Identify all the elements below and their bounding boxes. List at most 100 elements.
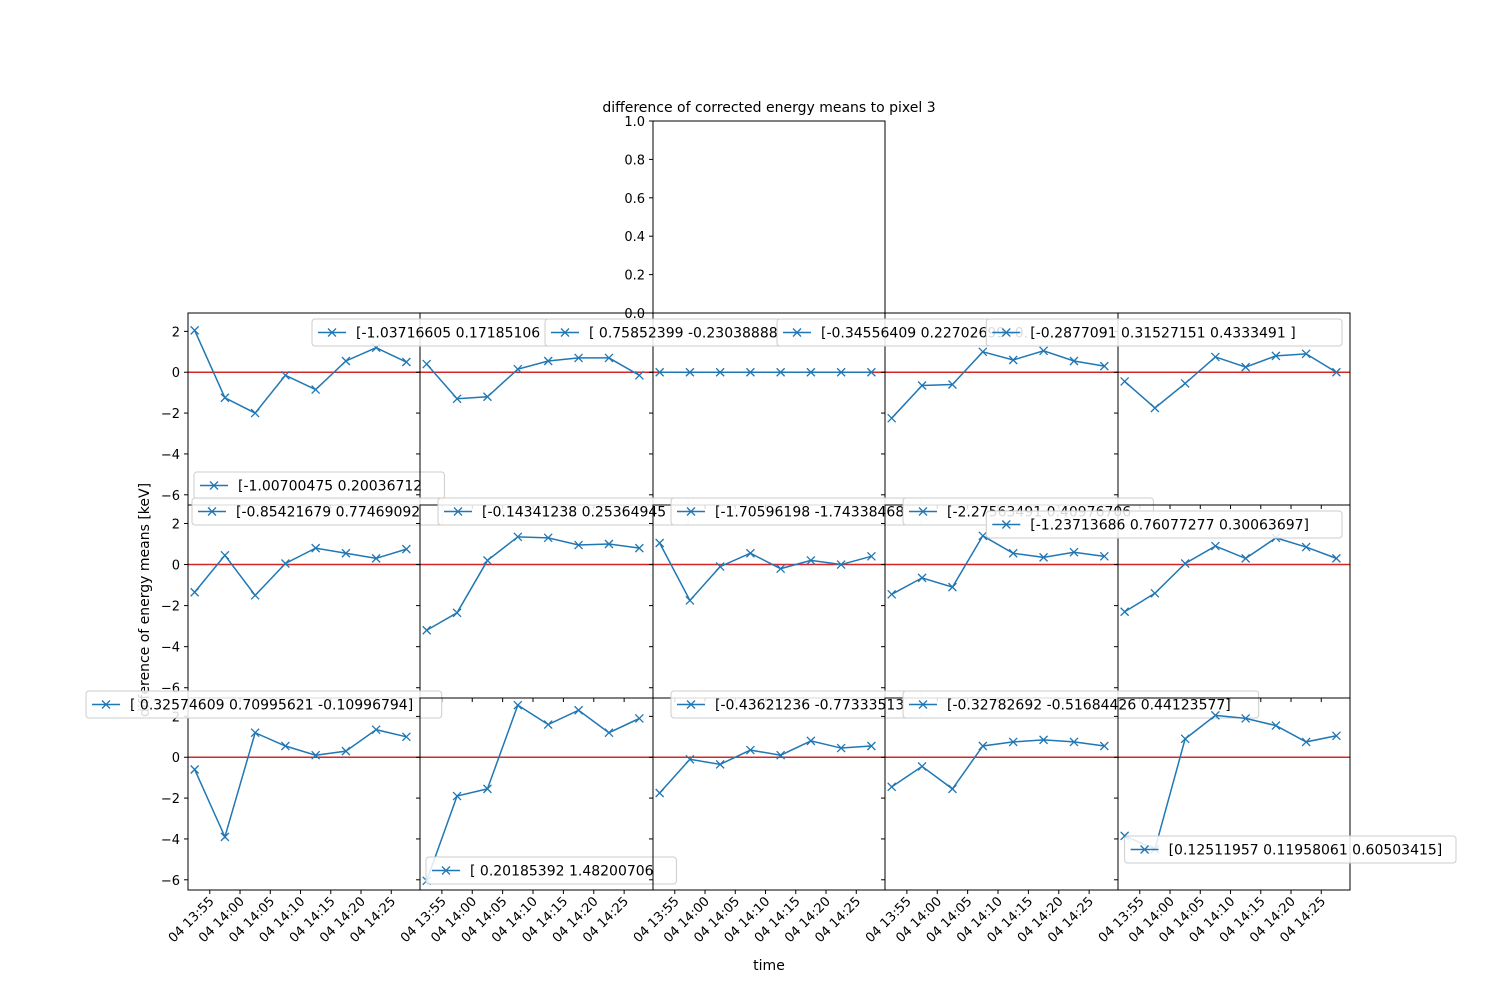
data-point-marker <box>513 700 523 710</box>
panel-frame <box>884 697 1119 891</box>
top-axes-y-tick-label: 0.2 <box>624 269 645 284</box>
data-point-marker <box>190 765 200 774</box>
series-group <box>655 367 876 377</box>
data-point-marker <box>836 743 846 753</box>
data-point-marker <box>1241 362 1251 372</box>
y-tick-label: −6 <box>161 874 180 889</box>
data-point-marker <box>1069 547 1079 557</box>
data-point-marker <box>1241 553 1251 563</box>
data-point-marker <box>311 385 321 395</box>
data-point-marker <box>836 367 846 377</box>
series-group <box>1120 710 1341 854</box>
data-point-marker <box>715 562 725 572</box>
data-point-marker <box>917 761 927 771</box>
panel-legend: [ 0.75852399 -0.23038888 <box>544 318 796 347</box>
data-point-marker <box>574 540 584 550</box>
y-tick-label: −4 <box>161 833 180 848</box>
series-line <box>891 534 1105 595</box>
data-point-marker <box>1099 551 1109 561</box>
data-point-marker <box>513 364 523 374</box>
data-point-marker <box>311 750 321 760</box>
data-point-marker <box>513 532 523 542</box>
x-axis-label: time <box>753 958 785 974</box>
legend-box <box>1124 835 1457 864</box>
legend-label: [-1.23713686 0.76077277 0.30063697] <box>1030 518 1309 534</box>
data-point-marker <box>806 367 816 377</box>
data-point-marker <box>371 553 381 563</box>
data-point-marker <box>482 784 492 794</box>
legend-marker <box>1001 520 1011 529</box>
data-point-marker <box>947 784 957 794</box>
data-point-marker <box>1039 735 1049 745</box>
series-line <box>659 740 872 794</box>
data-point-marker <box>280 741 290 751</box>
legend-marker <box>918 700 928 709</box>
chart-title: difference of corrected energy means to … <box>602 100 935 116</box>
data-point-marker <box>574 705 584 715</box>
data-point-marker <box>1331 553 1341 563</box>
y-tick-label: −2 <box>161 792 180 807</box>
data-point-marker <box>1069 737 1079 747</box>
data-point-marker <box>604 539 614 549</box>
legend-label: [ 0.75852399 -0.23038888 <box>589 326 778 342</box>
series-group <box>887 531 1109 599</box>
series-group <box>887 346 1109 423</box>
legend-marker <box>1140 845 1150 854</box>
top-axes: 1.0 0.8 0.6 0.4 0.2 0.0 <box>624 115 886 322</box>
data-point-marker <box>1331 731 1341 741</box>
data-point-marker <box>452 608 462 618</box>
data-point-marker <box>1301 349 1311 359</box>
panel-frame <box>652 504 886 699</box>
legend-label: [-0.43621236 -0.77333513 <box>715 698 904 714</box>
series-group <box>190 325 411 418</box>
legend-marker <box>207 507 217 516</box>
data-point-marker <box>422 625 432 635</box>
data-point-marker <box>917 381 927 390</box>
legend-label: [-1.70596198 -1.74338468 <box>715 505 904 521</box>
top-axes-y-tick-label: 0.6 <box>624 192 645 207</box>
data-point-marker <box>341 548 351 558</box>
data-point-marker <box>634 543 644 553</box>
data-point-marker <box>280 370 290 380</box>
legend-marker <box>792 328 802 337</box>
data-point-marker <box>1099 361 1109 371</box>
panel-frame <box>187 504 421 699</box>
legend-label: [ 0.32574609 0.70995621 -0.10996794] <box>130 698 413 714</box>
data-point-marker <box>947 582 957 592</box>
legend-marker <box>686 700 696 709</box>
series-group <box>655 538 876 605</box>
legend-label: [-1.00700475 0.20036712 <box>238 479 422 495</box>
y-tick-label: 2 <box>172 517 180 532</box>
panel-legend: [-0.43621236 -0.77333513 <box>670 690 922 719</box>
y-tick-label: 0 <box>172 751 180 766</box>
legend-label: [-0.85421679 0.77469092 <box>236 505 420 521</box>
series-line <box>1124 714 1337 851</box>
data-point-marker <box>685 596 695 605</box>
top-axes-y-tick-label: 0.4 <box>624 230 645 245</box>
data-point-marker <box>745 548 755 558</box>
data-point-marker <box>685 367 695 377</box>
data-point-marker <box>776 367 786 377</box>
data-point-marker <box>604 728 614 738</box>
series-group <box>190 543 411 600</box>
series-line <box>426 357 640 400</box>
panel-frame <box>652 697 886 891</box>
data-point-marker <box>371 725 381 735</box>
data-point-marker <box>978 531 988 541</box>
legend-label: [-0.2877091 0.31527151 0.4333491 ] <box>1030 326 1295 342</box>
panel-frame <box>187 697 421 891</box>
panel-8: [-1.70596198 -1.74338468 <box>649 497 922 702</box>
data-point-marker <box>1180 559 1190 568</box>
panel-legend: [-0.14341238 0.25364945 <box>437 497 689 526</box>
data-point-marker <box>836 560 846 570</box>
data-point-marker <box>1271 351 1281 361</box>
y-tick-label: −2 <box>161 600 180 615</box>
panel-grid: 2 0 −2 −4 −6 [-1.00700475 0.20036712 [-1.03716… <box>85 312 1457 946</box>
data-point-marker <box>634 370 644 380</box>
y-tick-label: −2 <box>161 407 180 422</box>
legend-marker <box>327 328 337 337</box>
y-tick-label: −4 <box>161 641 180 656</box>
data-point-marker <box>220 393 230 403</box>
data-point-marker <box>401 544 411 554</box>
data-point-marker <box>543 720 553 730</box>
